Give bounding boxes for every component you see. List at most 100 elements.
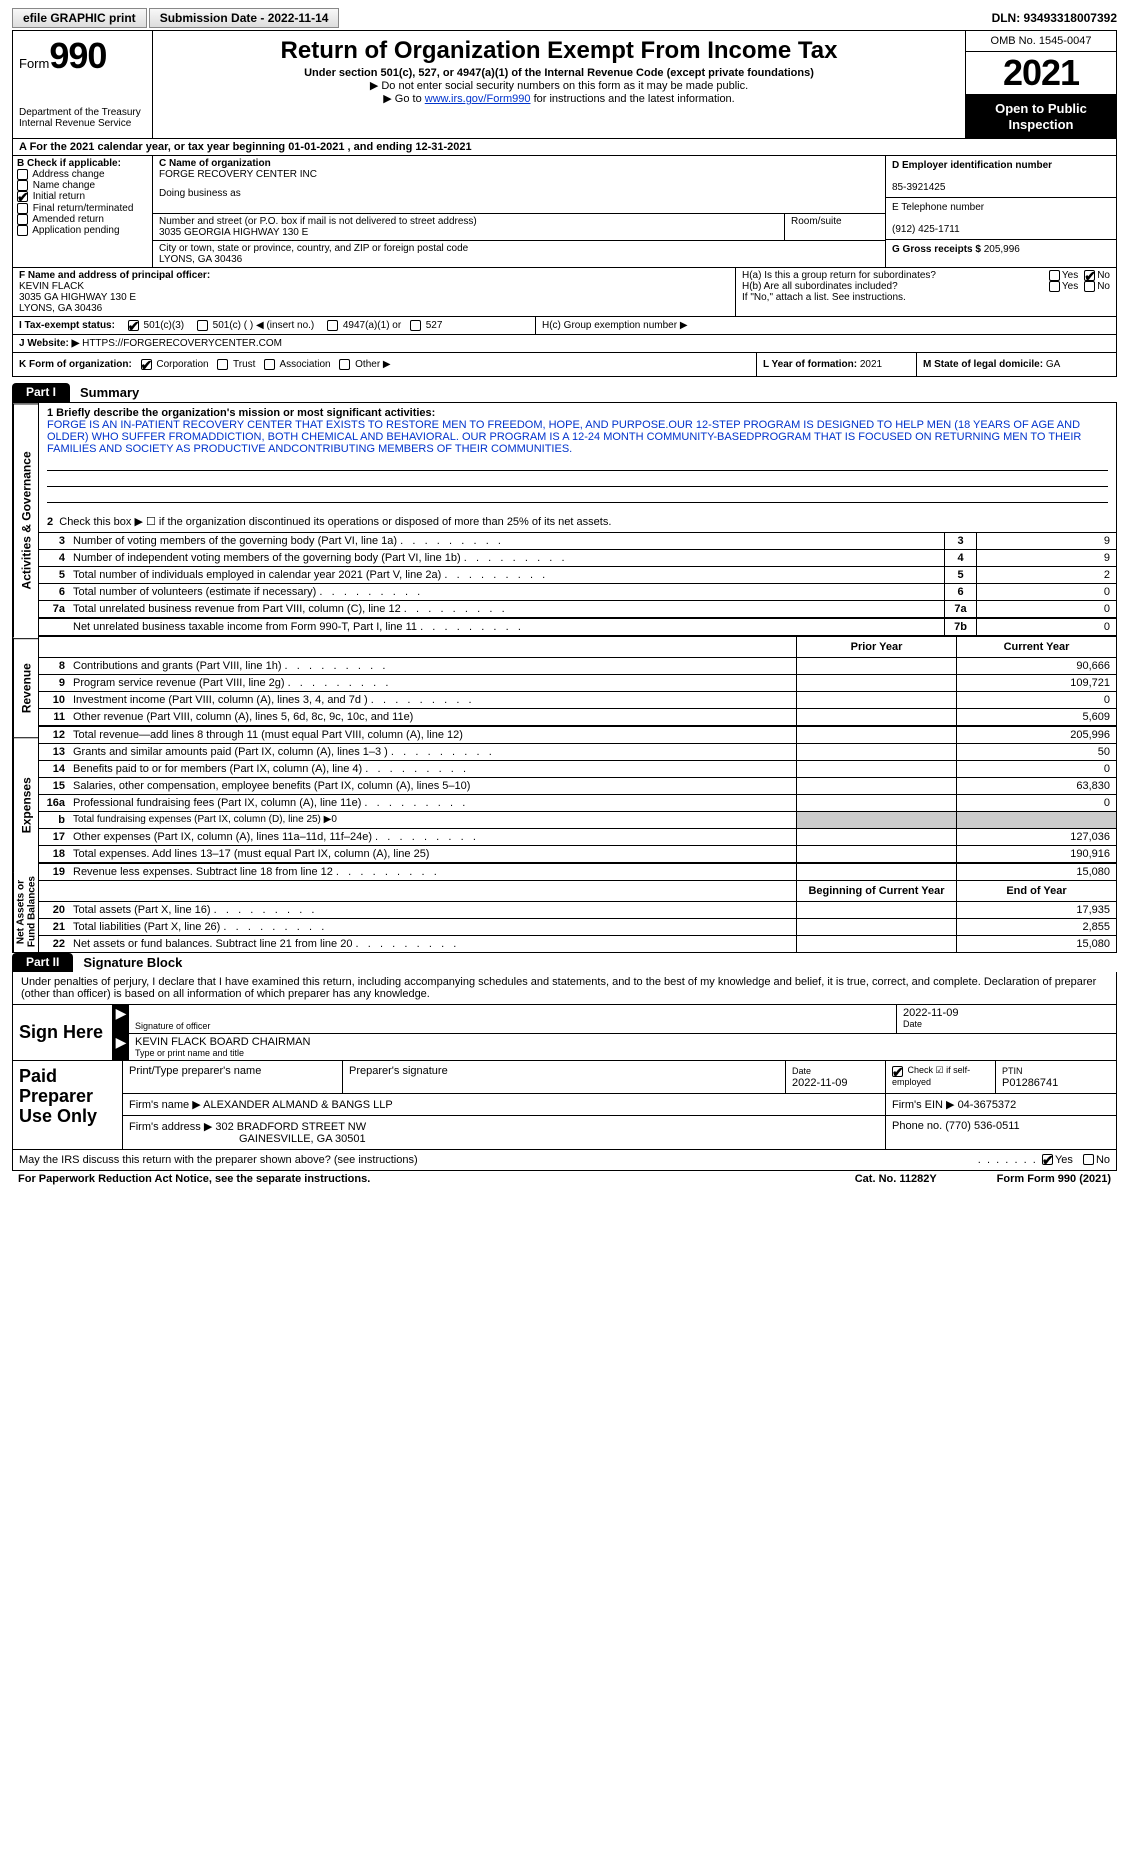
may-irs-no-checkbox[interactable] <box>1083 1154 1094 1165</box>
4947-checkbox[interactable] <box>327 320 338 331</box>
firm-ein-value: 04-3675372 <box>958 1099 1017 1111</box>
irs-label: Internal Revenue Service <box>19 118 131 129</box>
gross-value: 205,996 <box>984 244 1020 255</box>
sig-officer-label: Signature of officer <box>135 1021 890 1031</box>
firm-addr1: 302 BRADFORD STREET NW <box>215 1121 366 1133</box>
other-checkbox[interactable] <box>339 359 350 370</box>
row-k: K Form of organization: Corporation Trus… <box>12 352 1117 377</box>
amended-return-checkbox[interactable] <box>17 214 28 225</box>
street-value: 3035 GEORGIA HIGHWAY 130 E <box>159 227 308 238</box>
form-word: Form <box>19 56 49 71</box>
current-year-header: Current Year <box>956 637 1116 657</box>
corp-checkbox[interactable] <box>141 359 152 370</box>
part1-header: Part I Summary <box>12 383 1117 402</box>
line-5: 5 Total number of individuals employed i… <box>39 567 1116 584</box>
sign-here-label: Sign Here <box>13 1005 113 1060</box>
line-13: 13 Grants and similar amounts paid (Part… <box>39 744 1116 761</box>
org-name-label: C Name of organization <box>159 158 271 169</box>
line-7a: 7a Total unrelated business revenue from… <box>39 601 1116 618</box>
org-name: FORGE RECOVERY CENTER INC <box>159 169 317 180</box>
row-i: I Tax-exempt status: 501(c)(3) 501(c) ( … <box>12 316 1117 334</box>
line-19: 19 Revenue less expenses. Subtract line … <box>39 863 1116 881</box>
prep-date-value: 2022-11-09 <box>792 1077 847 1089</box>
phone-value: (770) 536-0511 <box>945 1120 1019 1132</box>
part1-body: Activities & Governance Revenue Expenses… <box>12 402 1117 953</box>
state-domicile-value: GA <box>1046 359 1060 370</box>
line-14: 14 Benefits paid to or for members (Part… <box>39 761 1116 778</box>
dba-label: Doing business as <box>159 188 241 199</box>
firm-addr2: GAINESVILLE, GA 30501 <box>239 1133 366 1145</box>
website-label: J Website: ▶ <box>19 338 79 349</box>
line-7b: Net unrelated business taxable income fr… <box>39 618 1116 636</box>
tax-exempt-label: I Tax-exempt status: <box>19 320 115 331</box>
dln-label: DLN: 93493318007392 <box>992 11 1117 25</box>
501c-checkbox[interactable] <box>197 320 208 331</box>
form-title: Return of Organization Exempt From Incom… <box>163 37 955 65</box>
year-formation-value: 2021 <box>860 359 882 370</box>
officer-street: 3035 GA HIGHWAY 130 E <box>19 292 136 303</box>
phone-label: Phone no. <box>892 1120 942 1132</box>
col-d-ids: D Employer identification number 85-3921… <box>886 156 1116 267</box>
omb-number: OMB No. 1545-0047 <box>966 31 1116 52</box>
firm-name-value: ALEXANDER ALMAND & BANGS LLP <box>203 1099 393 1111</box>
ha-label: H(a) Is this a group return for subordin… <box>742 270 1049 281</box>
part2-title: Signature Block <box>73 953 192 972</box>
final-return-checkbox[interactable] <box>17 203 28 214</box>
part1-title: Summary <box>70 383 149 402</box>
pra-notice: For Paperwork Reduction Act Notice, see … <box>18 1173 370 1185</box>
balance-headers: Beginning of Current Year End of Year <box>39 881 1116 902</box>
state-domicile-label: M State of legal domicile: <box>923 359 1043 370</box>
sidebar-expenses: Expenses <box>13 737 39 872</box>
ha-yes-checkbox[interactable] <box>1049 270 1060 281</box>
sidebar-netassets: Net Assets or Fund Balances <box>13 872 39 952</box>
officer-name: KEVIN FLACK <box>19 281 84 292</box>
year-headers: Prior Year Current Year <box>39 636 1116 658</box>
527-checkbox[interactable] <box>410 320 421 331</box>
header-center: Return of Organization Exempt From Incom… <box>153 31 966 138</box>
hb-yes-checkbox[interactable] <box>1049 281 1060 292</box>
officer-city: LYONS, GA 30436 <box>19 303 102 314</box>
principal-officer-cell: F Name and address of principal officer:… <box>13 268 736 316</box>
firm-ein-label: Firm's EIN ▶ <box>892 1099 955 1111</box>
hb-no-checkbox[interactable] <box>1084 281 1095 292</box>
street-label: Number and street (or P.O. box if mail i… <box>159 216 477 227</box>
addr-change-checkbox[interactable] <box>17 169 28 180</box>
gross-label: G Gross receipts $ <box>892 244 981 255</box>
name-change-label: Name change <box>33 180 95 191</box>
form-org-label: K Form of organization: <box>19 359 132 370</box>
501c3-checkbox[interactable] <box>128 320 139 331</box>
header-right: OMB No. 1545-0047 2021 Open to Public In… <box>966 31 1116 138</box>
line-22: 22 Net assets or fund balances. Subtract… <box>39 936 1116 952</box>
firm-name-label: Firm's name ▶ <box>129 1099 201 1111</box>
assoc-checkbox[interactable] <box>264 359 275 370</box>
row-fh: F Name and address of principal officer:… <box>12 267 1117 316</box>
part2-label: Part II <box>12 953 73 972</box>
may-irs-yes-checkbox[interactable] <box>1042 1154 1053 1165</box>
hb-label: H(b) Are all subordinates included? <box>742 281 1049 292</box>
ha-no-checkbox[interactable] <box>1084 270 1095 281</box>
form990-link[interactable]: www.irs.gov/Form990 <box>425 93 531 105</box>
line-9: 9 Program service revenue (Part VIII, li… <box>39 675 1116 692</box>
line-3: 3 Number of voting members of the govern… <box>39 533 1116 550</box>
line-11: 11 Other revenue (Part VIII, column (A),… <box>39 709 1116 726</box>
submission-date-button[interactable]: Submission Date - 2022-11-14 <box>149 8 340 28</box>
city-label: City or town, state or province, country… <box>159 243 468 254</box>
self-emp-checkbox[interactable] <box>892 1066 903 1077</box>
initial-return-checkbox[interactable] <box>17 191 28 202</box>
trust-checkbox[interactable] <box>217 359 228 370</box>
form-header: Form990 Department of the Treasury Inter… <box>12 30 1117 138</box>
line-18: 18 Total expenses. Add lines 13–17 (must… <box>39 846 1116 863</box>
line-16b: b Total fundraising expenses (Part IX, c… <box>39 812 1116 829</box>
sig-date-label: Date <box>903 1019 1110 1029</box>
cat-no: Cat. No. 11282Y <box>855 1173 937 1185</box>
may-irs-text: May the IRS discuss this return with the… <box>19 1154 978 1166</box>
efile-button[interactable]: efile GRAPHIC print <box>12 8 147 28</box>
year-formation-label: L Year of formation: <box>763 359 857 370</box>
preparer-block: Paid Preparer Use Only Print/Type prepar… <box>12 1061 1117 1150</box>
dept-treasury: Department of the Treasury <box>19 107 141 118</box>
website-url: HTTPS://FORGERECOVERYCENTER.COM <box>82 338 282 349</box>
app-pending-checkbox[interactable] <box>17 225 28 236</box>
officer-typed-name: KEVIN FLACK BOARD CHAIRMAN <box>135 1036 1110 1048</box>
row-j: J Website: ▶ HTTPS://FORGERECOVERYCENTER… <box>12 334 1117 352</box>
officer-label: F Name and address of principal officer: <box>19 270 210 281</box>
